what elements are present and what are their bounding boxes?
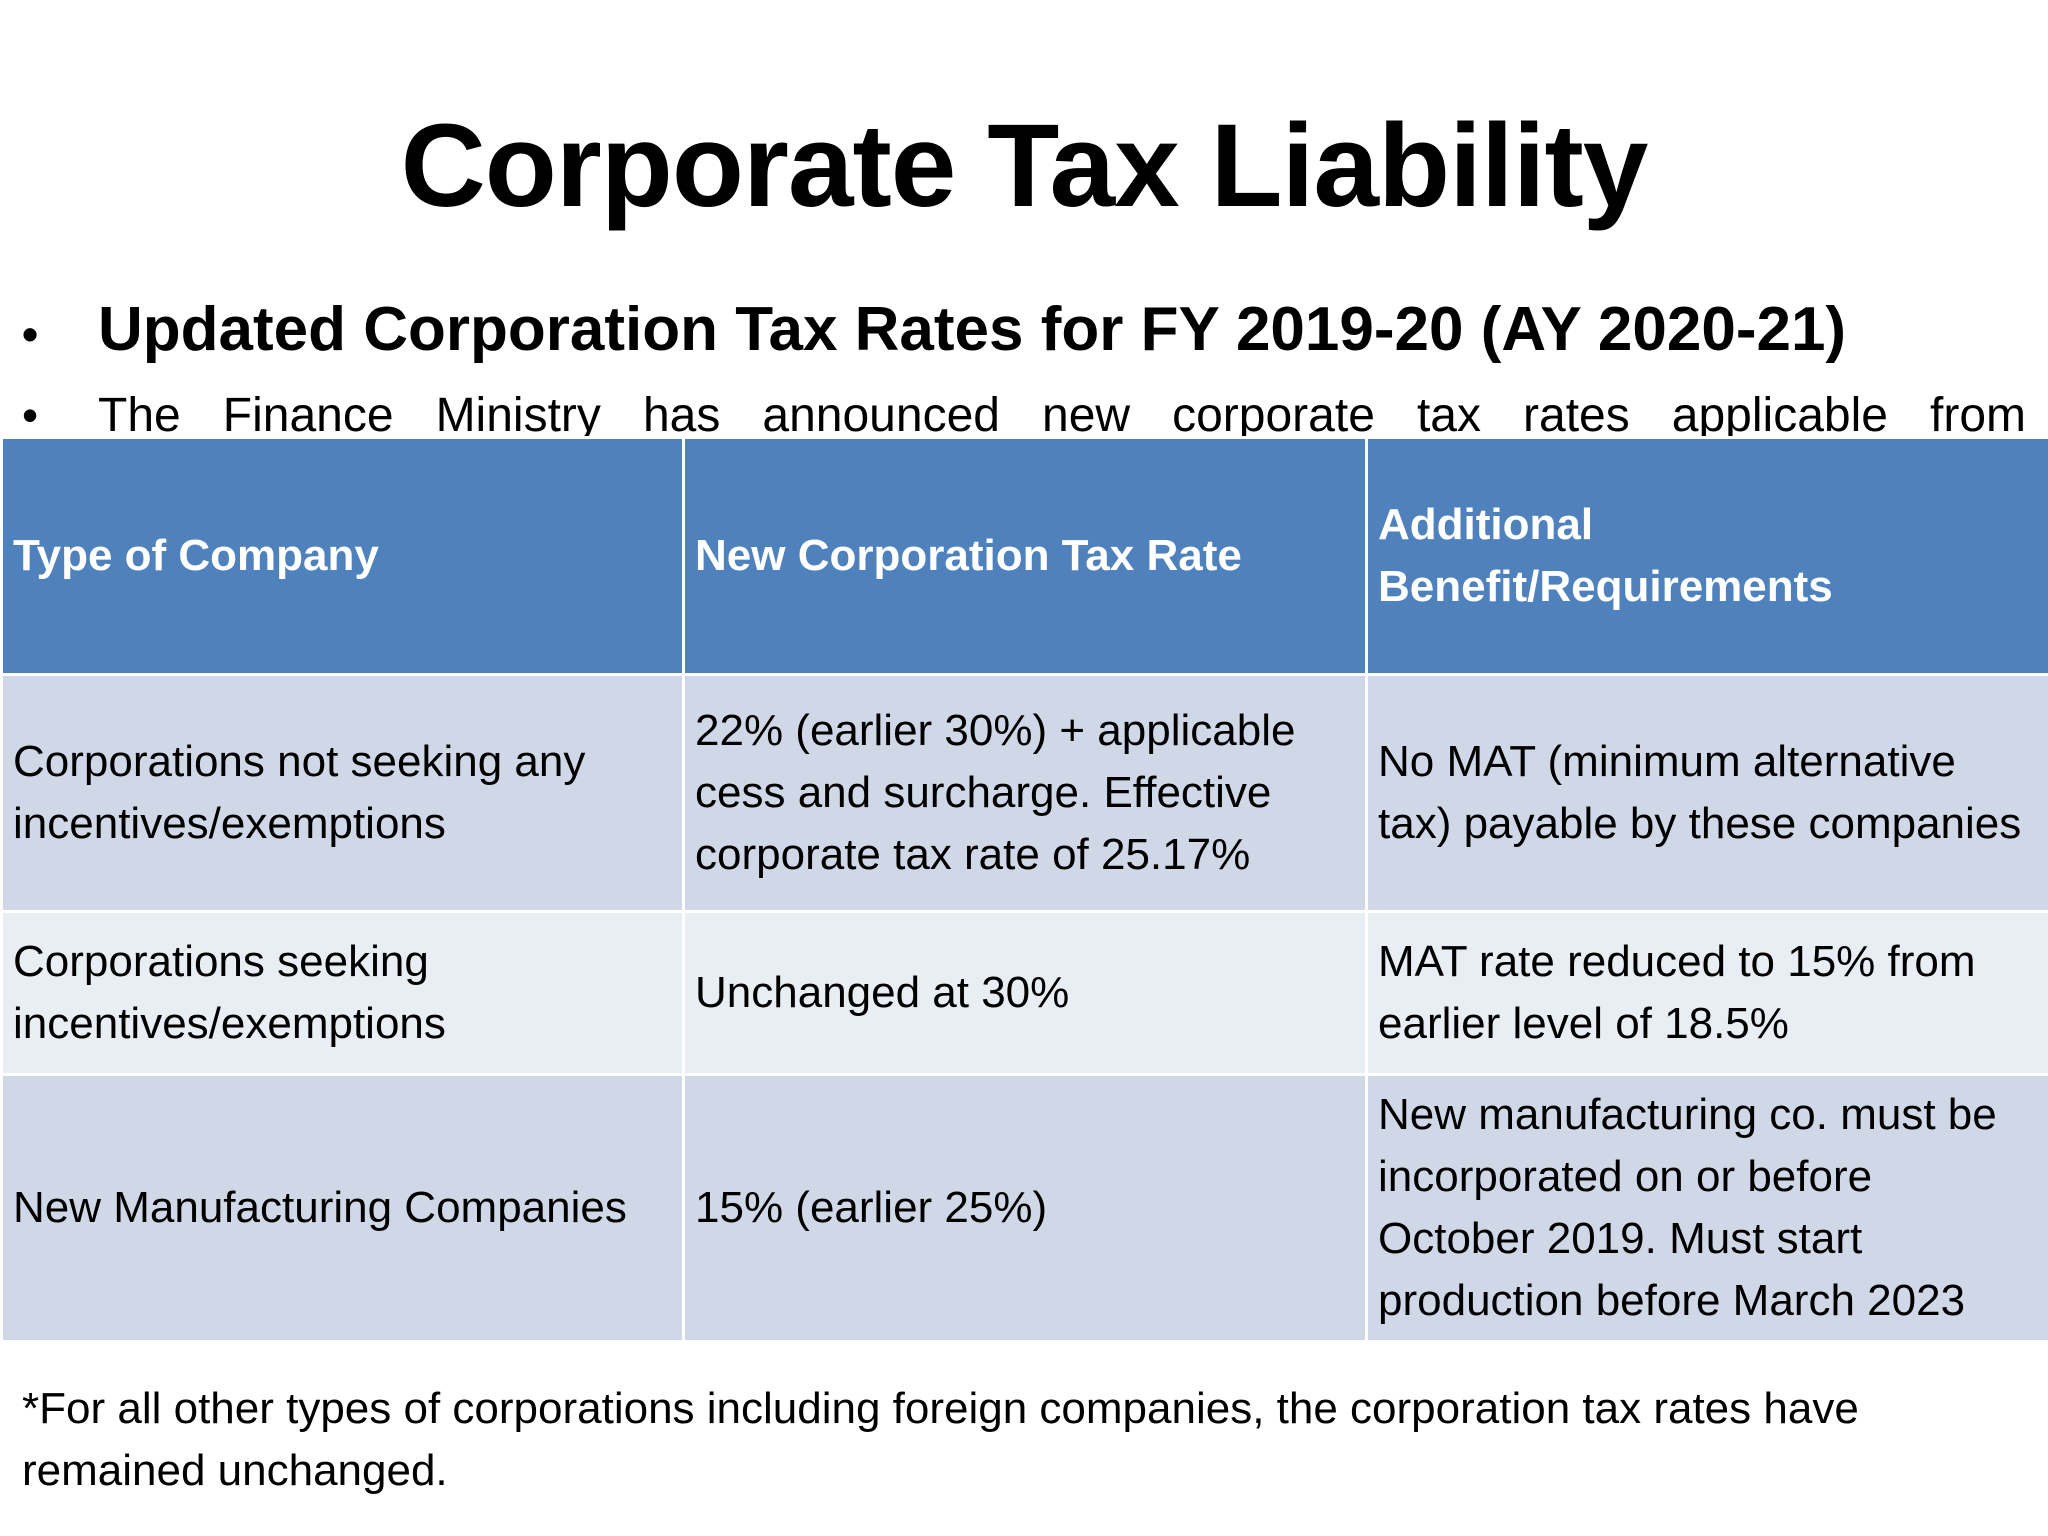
bullet-2: • The Finance Ministry has announced new…	[22, 378, 2026, 438]
bullet-1: • Updated Corporation Tax Rates for FY 2…	[22, 290, 2026, 374]
cell-tax-rate: Unchanged at 30%	[682, 910, 1368, 1076]
table-header-row: Type of Company New Corporation Tax Rate…	[0, 436, 2048, 676]
bullet-dot: •	[22, 308, 39, 360]
bullet-text: The Finance Ministry has announced new c…	[98, 389, 2026, 438]
table-row: New Manufacturing Companies 15% (earlier…	[0, 1073, 2048, 1343]
cell-benefit: No MAT (minimum alternative tax) payable…	[1365, 673, 2048, 913]
cell-company-type: Corporations not seeking any incentives/…	[0, 673, 685, 913]
table-row: Corporations not seeking any incentives/…	[0, 673, 2048, 913]
cell-company-type: Corporations seeking incentives/exemptio…	[0, 910, 685, 1076]
cell-tax-rate: 22% (earlier 30%) + applicable cess and …	[682, 673, 1368, 913]
cell-benefit: New manufacturing co. must be incorporat…	[1365, 1073, 2048, 1343]
cell-benefit: MAT rate reduced to 15% from earlier lev…	[1365, 910, 2048, 1076]
cell-tax-rate: 15% (earlier 25%)	[682, 1073, 1368, 1343]
header-type-of-company: Type of Company	[0, 436, 685, 676]
cell-company-type: New Manufacturing Companies	[0, 1073, 685, 1343]
bullet-text: Updated Corporation Tax Rates for FY 201…	[98, 295, 1847, 364]
bullet-dot: •	[22, 389, 39, 438]
slide-title: Corporate Tax Liability	[400, 100, 1649, 232]
tax-rate-table: Type of Company New Corporation Tax Rate…	[0, 436, 2048, 1343]
table-row: Corporations seeking incentives/exemptio…	[0, 910, 2048, 1076]
header-new-tax-rate: New Corporation Tax Rate	[682, 436, 1368, 676]
footnote: *For all other types of corporations inc…	[22, 1384, 1859, 1495]
header-additional-benefit: Additional Benefit/Requirements	[1365, 436, 2048, 676]
